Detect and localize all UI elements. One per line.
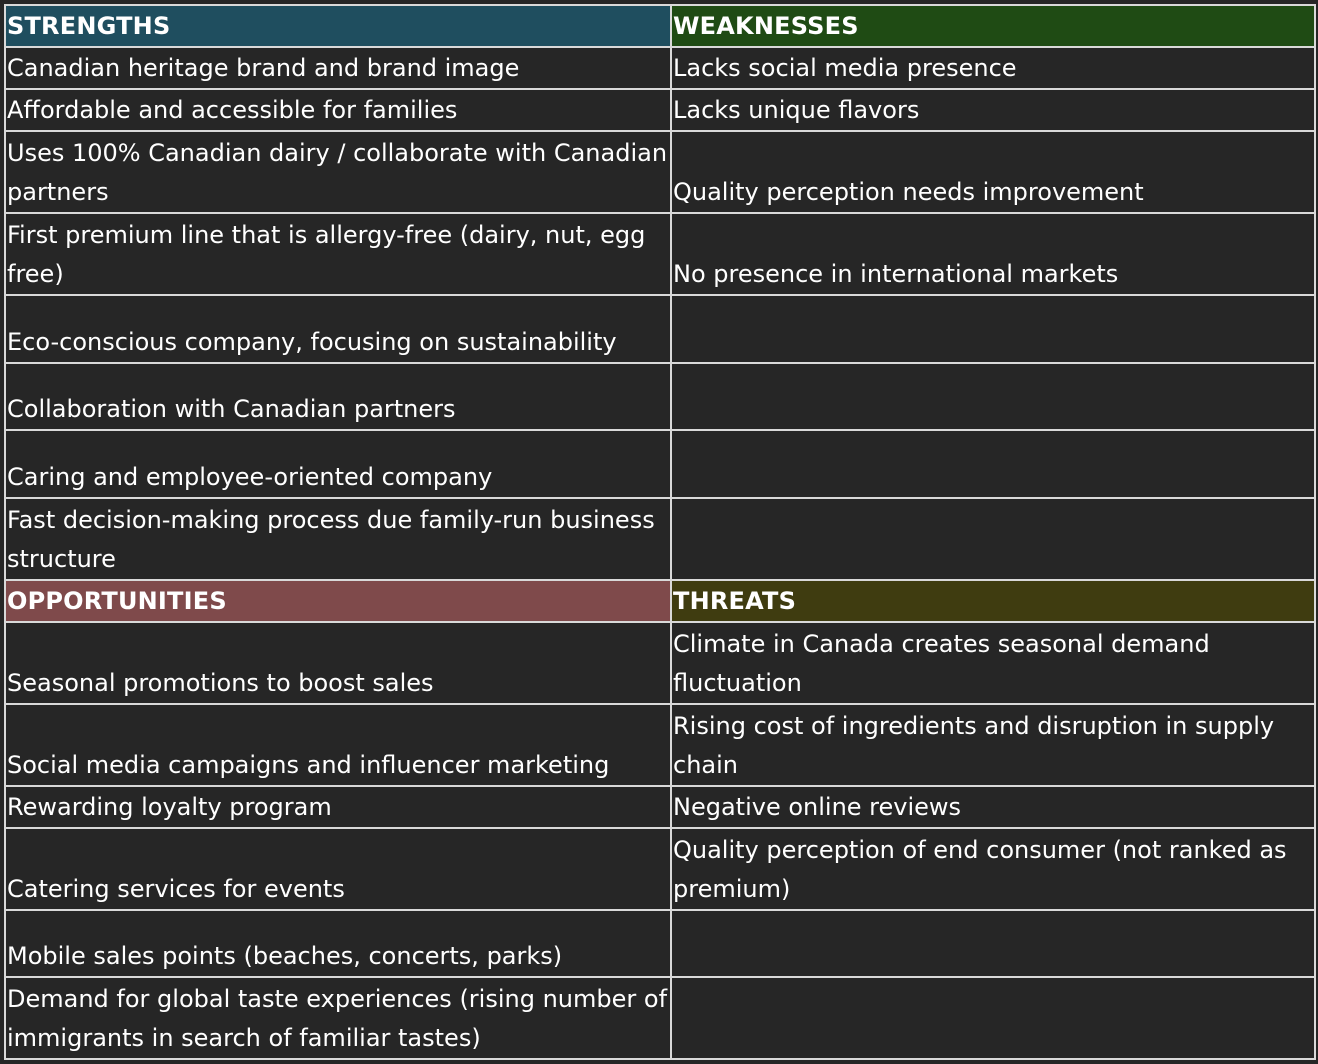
table-row: Affordable and accessible for families L…: [4, 88, 1316, 132]
table-row: OPPORTUNITIES THREATS: [4, 579, 1316, 623]
threat-cell[interactable]: [670, 909, 1316, 978]
strength-cell[interactable]: Uses 100% Canadian dairy / collaborate w…: [4, 130, 672, 214]
strengths-header[interactable]: STRENGTHS: [4, 4, 672, 48]
threat-cell[interactable]: Quality perception of end consumer (not …: [670, 827, 1316, 911]
strength-cell[interactable]: First premium line that is allergy-free …: [4, 212, 672, 296]
opportunity-cell[interactable]: Social media campaigns and influencer ma…: [4, 703, 672, 787]
threats-header[interactable]: THREATS: [670, 579, 1316, 623]
table-row: Collaboration with Canadian partners: [4, 362, 1316, 431]
strength-cell[interactable]: Affordable and accessible for families: [4, 88, 672, 132]
table-row: Seasonal promotions to boost sales Clima…: [4, 621, 1316, 705]
weaknesses-header[interactable]: WEAKNESSES: [670, 4, 1316, 48]
table-row: First premium line that is allergy-free …: [4, 212, 1316, 296]
threat-cell[interactable]: Rising cost of ingredients and disruptio…: [670, 703, 1316, 787]
weakness-cell[interactable]: [670, 362, 1316, 431]
threat-cell[interactable]: Climate in Canada creates seasonal deman…: [670, 621, 1316, 705]
weakness-cell[interactable]: Lacks social media presence: [670, 46, 1316, 90]
opportunity-cell[interactable]: Demand for global taste experiences (ris…: [4, 976, 672, 1060]
strength-cell[interactable]: Caring and employee-oriented company: [4, 429, 672, 499]
table-row: Canadian heritage brand and brand image …: [4, 46, 1316, 90]
strength-cell[interactable]: Eco-conscious company, focusing on susta…: [4, 294, 672, 364]
strength-cell[interactable]: Collaboration with Canadian partners: [4, 362, 672, 431]
table-row: Catering services for events Quality per…: [4, 827, 1316, 911]
strength-cell[interactable]: Fast decision-making process due family-…: [4, 497, 672, 581]
table-row: Rewarding loyalty program Negative onlin…: [4, 785, 1316, 829]
opportunity-cell[interactable]: Rewarding loyalty program: [4, 785, 672, 829]
weakness-cell[interactable]: [670, 497, 1316, 581]
opportunity-cell[interactable]: Catering services for events: [4, 827, 672, 911]
weakness-cell[interactable]: Quality perception needs improvement: [670, 130, 1316, 214]
weakness-cell[interactable]: [670, 429, 1316, 499]
table-row: Social media campaigns and influencer ma…: [4, 703, 1316, 787]
weakness-cell[interactable]: No presence in international markets: [670, 212, 1316, 296]
table-row: Fast decision-making process due family-…: [4, 497, 1316, 581]
weakness-cell[interactable]: Lacks unique flavors: [670, 88, 1316, 132]
opportunity-cell[interactable]: Mobile sales points (beaches, concerts, …: [4, 909, 672, 978]
table-row: Eco-conscious company, focusing on susta…: [4, 294, 1316, 364]
table-row: Caring and employee-oriented company: [4, 429, 1316, 499]
opportunities-header[interactable]: OPPORTUNITIES: [4, 579, 672, 623]
strength-cell[interactable]: Canadian heritage brand and brand image: [4, 46, 672, 90]
table-row: Demand for global taste experiences (ris…: [4, 976, 1316, 1060]
swot-table: STRENGTHS WEAKNESSES Canadian heritage b…: [4, 4, 1316, 1060]
threat-cell[interactable]: Negative online reviews: [670, 785, 1316, 829]
table-row: Mobile sales points (beaches, concerts, …: [4, 909, 1316, 978]
threat-cell[interactable]: [670, 976, 1316, 1060]
table-row: Uses 100% Canadian dairy / collaborate w…: [4, 130, 1316, 214]
table-row: STRENGTHS WEAKNESSES: [4, 4, 1316, 48]
opportunity-cell[interactable]: Seasonal promotions to boost sales: [4, 621, 672, 705]
weakness-cell[interactable]: [670, 294, 1316, 364]
